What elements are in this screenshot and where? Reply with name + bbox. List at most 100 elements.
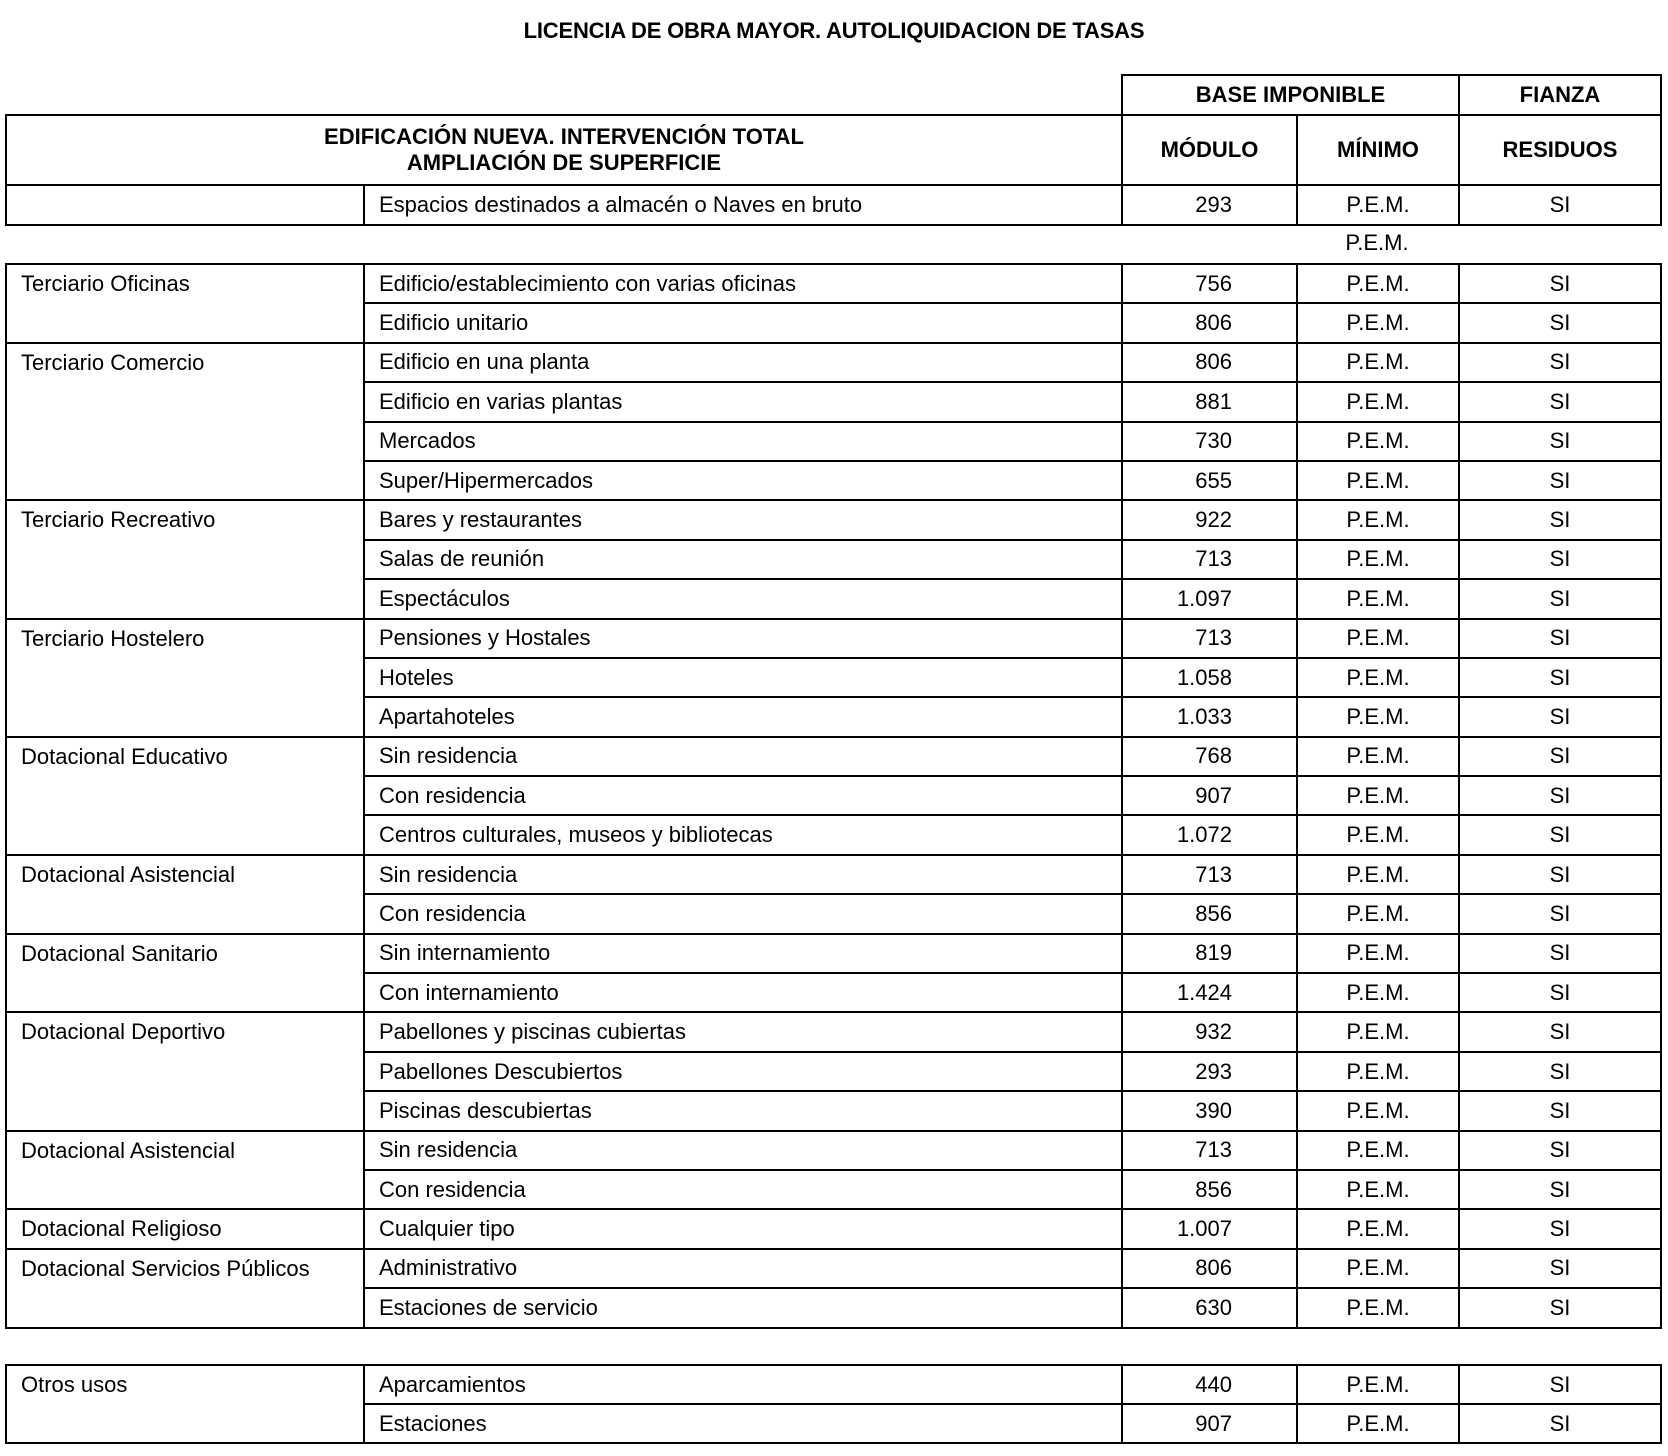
fianza-cell: SI bbox=[1458, 381, 1662, 423]
description-cell: Cualquier tipo bbox=[363, 1208, 1123, 1250]
base-imponible-header: BASE IMPONIBLE bbox=[1121, 74, 1460, 116]
category-cell: Dotacional Asistencial bbox=[5, 853, 365, 935]
modulo-cell: 1.424 bbox=[1121, 972, 1298, 1014]
fianza-cell: SI bbox=[1458, 735, 1662, 778]
modulo-cell: 856 bbox=[1121, 893, 1298, 935]
section-header: EDIFICACIÓN NUEVA. INTERVENCIÓN TOTAL AM… bbox=[5, 114, 1123, 186]
modulo-cell: 907 bbox=[1121, 775, 1298, 817]
table-row: Edificio unitario 806 P.E.M. SI bbox=[6, 302, 1662, 344]
fianza-cell: SI bbox=[1458, 1011, 1662, 1053]
description-cell: Sin residencia bbox=[363, 1129, 1123, 1171]
fianza-cell: SI bbox=[1458, 1050, 1662, 1093]
table-row: Estaciones 907 P.E.M. SI bbox=[6, 1403, 1662, 1444]
modulo-cell: 390 bbox=[1121, 1090, 1298, 1132]
minimo-cell: P.E.M. bbox=[1296, 696, 1460, 738]
description-cell: Piscinas descubiertas bbox=[363, 1090, 1123, 1132]
header-table: BASE IMPONIBLE FIANZA EDIFICACIÓN NUEVA.… bbox=[5, 74, 1662, 226]
modulo-cell: 713 bbox=[1121, 538, 1298, 581]
table-row: Dotacional Servicios Públicos Administrat… bbox=[5, 1247, 1662, 1329]
description-cell: Hoteles bbox=[363, 656, 1123, 699]
table-row: Dotacional Sanitario Sin internamiento 819… bbox=[5, 932, 1662, 1014]
category-cell: Terciario Hostelero bbox=[5, 617, 365, 738]
table-row: Terciario Hostelero Pensiones y Hostales 7… bbox=[5, 617, 1662, 738]
category-cell: Dotacional Religioso bbox=[5, 1208, 365, 1250]
modulo-cell: 1.033 bbox=[1121, 696, 1298, 738]
minimo-cell: P.E.M. bbox=[1296, 538, 1460, 581]
fianza-cell: SI bbox=[1458, 538, 1662, 581]
table-row: Dotacional Educativo Sin residencia 768 P.E… bbox=[5, 735, 1662, 856]
description-cell: Espacios destinados a almacén o Naves en… bbox=[363, 184, 1123, 226]
minimo-cell: P.E.M. bbox=[1296, 1247, 1460, 1290]
fianza-cell: SI bbox=[1458, 972, 1662, 1014]
table-row: Apartahoteles 1.033 P.E.M. SI bbox=[6, 696, 1662, 738]
category-cell: Terciario Comercio bbox=[5, 341, 365, 502]
fianza-cell: SI bbox=[1458, 696, 1662, 738]
minimo-cell: P.E.M. bbox=[1296, 775, 1460, 817]
fianza-cell: SI bbox=[1458, 1403, 1662, 1444]
minimo-cell: P.E.M. bbox=[1296, 972, 1460, 1014]
modulo-cell: 1.058 bbox=[1121, 656, 1298, 699]
modulo-cell: 1.007 bbox=[1121, 1208, 1298, 1250]
description-cell: Edificio unitario bbox=[363, 302, 1123, 344]
section-header-line2: AMPLIACIÓN DE SUPERFICIE bbox=[406, 150, 722, 175]
modulo-cell: 756 bbox=[1121, 262, 1298, 305]
description-cell: Sin residencia bbox=[363, 735, 1123, 778]
fianza-cell: SI bbox=[1458, 853, 1662, 896]
table-row: Con residencia 856 P.E.M. SI bbox=[6, 893, 1662, 935]
description-cell: Edificio en varias plantas bbox=[363, 381, 1123, 423]
minimo-header: MÍNIMO bbox=[1296, 114, 1460, 186]
table-row: Terciario Recreativo Bares y restaurantes… bbox=[5, 499, 1662, 620]
orphan-minimo-text: P.E.M. bbox=[1345, 230, 1409, 255]
minimo-cell: P.E.M. bbox=[1296, 853, 1460, 896]
modulo-cell: 730 bbox=[1121, 420, 1298, 462]
modulo-cell: 655 bbox=[1121, 459, 1298, 502]
modulo-cell: 806 bbox=[1121, 341, 1298, 384]
description-cell: Sin internamiento bbox=[363, 932, 1123, 975]
table-row: Super/Hipermercados 655 P.E.M. SI bbox=[6, 459, 1662, 502]
section-header-line1: EDIFICACIÓN NUEVA. INTERVENCIÓN TOTAL bbox=[324, 124, 804, 149]
fianza-cell: SI bbox=[1458, 893, 1662, 935]
modulo-cell: 881 bbox=[1121, 381, 1298, 423]
table-row: Hoteles 1.058 P.E.M. SI bbox=[6, 656, 1662, 699]
modulo-cell: 1.072 bbox=[1121, 814, 1298, 856]
modulo-cell: 293 bbox=[1121, 184, 1298, 226]
description-cell: Salas de reunión bbox=[363, 538, 1123, 581]
minimo-cell: P.E.M. bbox=[1296, 617, 1460, 659]
category-cell: Dotacional Servicios Públicos bbox=[5, 1247, 365, 1329]
minimo-cell: P.E.M. bbox=[1296, 184, 1460, 226]
description-cell: Apartahoteles bbox=[363, 696, 1123, 738]
minimo-cell: P.E.M. bbox=[1296, 932, 1460, 975]
category-cell: Dotacional Educativo bbox=[5, 735, 365, 856]
minimo-cell: P.E.M. bbox=[1296, 1090, 1460, 1132]
table-row: Estaciones de servicio 630 P.E.M. SI bbox=[6, 1287, 1662, 1329]
fianza-cell: SI bbox=[1458, 499, 1662, 541]
description-cell: Con residencia bbox=[363, 893, 1123, 935]
fianza-cell: SI bbox=[1458, 302, 1662, 344]
modulo-cell: 630 bbox=[1121, 1287, 1298, 1329]
category-cell: Dotacional Deportivo bbox=[5, 1011, 365, 1132]
minimo-cell: P.E.M. bbox=[1296, 893, 1460, 935]
table-row: Terciario Oficinas Edificio/establecimien… bbox=[5, 262, 1662, 344]
description-cell: Bares y restaurantes bbox=[363, 499, 1123, 541]
fianza-cell: SI bbox=[1458, 262, 1662, 305]
modulo-cell: 713 bbox=[1121, 1129, 1298, 1171]
category-cell: Dotacional Sanitario bbox=[5, 932, 365, 1014]
fianza-cell: SI bbox=[1458, 184, 1662, 226]
modulo-cell: 922 bbox=[1121, 499, 1298, 541]
other-uses-table: Otros usos Aparcamientos 440 P.E.M. SI Estaci… bbox=[5, 1364, 1662, 1444]
description-cell: Edificio en una planta bbox=[363, 341, 1123, 384]
minimo-cell: P.E.M. bbox=[1296, 578, 1460, 620]
modulo-cell: 806 bbox=[1121, 302, 1298, 344]
description-cell: Pabellones y piscinas cubiertas bbox=[363, 1011, 1123, 1053]
minimo-cell: P.E.M. bbox=[1296, 341, 1460, 384]
minimo-cell: P.E.M. bbox=[1296, 1287, 1460, 1329]
fianza-cell: SI bbox=[1458, 1364, 1662, 1405]
category-cell: Dotacional Asistencial bbox=[5, 1129, 365, 1211]
description-cell: Espectáculos bbox=[363, 578, 1123, 620]
modulo-cell: 856 bbox=[1121, 1168, 1298, 1211]
minimo-cell: P.E.M. bbox=[1296, 420, 1460, 462]
description-cell: Mercados bbox=[363, 420, 1123, 462]
fianza-header: FIANZA bbox=[1458, 74, 1662, 116]
description-cell: Con residencia bbox=[363, 1168, 1123, 1211]
modulo-header: MÓDULO bbox=[1121, 114, 1298, 186]
